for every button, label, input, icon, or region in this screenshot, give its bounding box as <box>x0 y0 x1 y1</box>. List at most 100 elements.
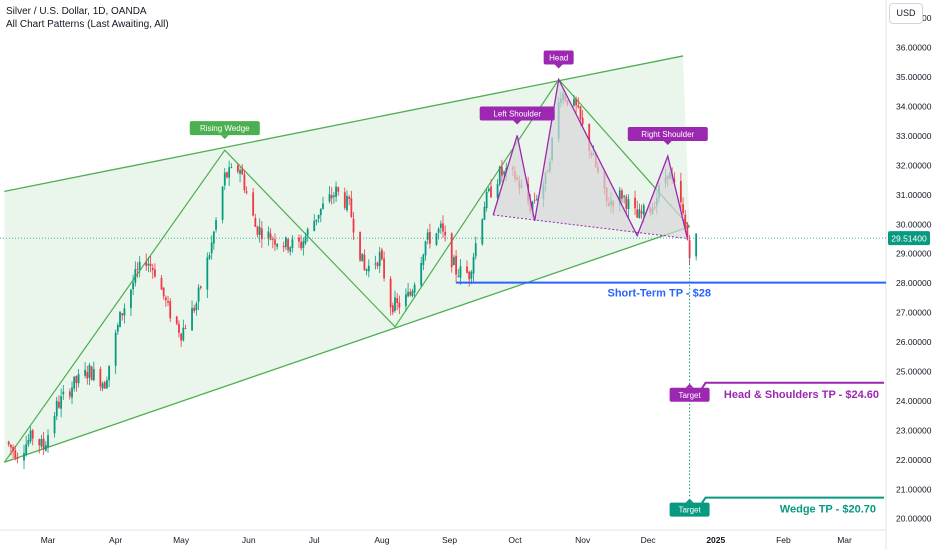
time-tick-label: Oct <box>508 535 522 545</box>
candle-body <box>322 203 324 209</box>
candle-body <box>73 376 76 389</box>
candle-body <box>396 298 399 303</box>
candle-body <box>343 192 346 208</box>
candle-body <box>352 218 355 233</box>
candle-body <box>274 239 276 245</box>
candle-body <box>485 191 488 209</box>
hs-target-tag: Target <box>669 383 710 402</box>
indicator-name: All Chart Patterns (Last Awaiting, All) <box>6 19 169 30</box>
candle-body <box>243 174 246 191</box>
candle-body <box>55 400 58 417</box>
candle-body <box>47 435 49 448</box>
candle-body <box>682 204 684 214</box>
candle-body <box>472 256 475 274</box>
candle-body <box>16 457 19 459</box>
candle-body <box>193 307 196 312</box>
candle-body <box>276 244 279 247</box>
price-tick-label: 34.00000 <box>896 102 932 112</box>
candle-body <box>260 228 263 240</box>
candle-body <box>99 369 102 387</box>
candle-body <box>178 323 180 333</box>
time-tick-label: Jul <box>309 535 320 545</box>
candle-body <box>359 231 361 261</box>
candle-body <box>182 327 185 341</box>
price-tick-label: 35.00000 <box>896 72 932 82</box>
time-tick-label: Jun <box>242 535 256 545</box>
candle-body <box>302 241 305 248</box>
candle-body <box>180 333 183 341</box>
candle-body <box>60 396 63 409</box>
candle-body <box>300 241 303 249</box>
right-shoulder-label: Right Shoulder <box>627 127 708 146</box>
candle-body <box>625 196 628 209</box>
candle-body <box>627 199 630 209</box>
candle-body <box>149 263 152 266</box>
candle-body <box>236 165 239 172</box>
candle-body <box>254 217 257 227</box>
price-tick-label: 26.00000 <box>896 337 932 347</box>
candle-body <box>409 291 412 296</box>
head-and-shoulders-pattern <box>492 77 689 239</box>
hs-tp-line <box>700 381 884 390</box>
candle-body <box>62 391 65 395</box>
price-tick-label: 36.00000 <box>896 43 932 53</box>
candle-body <box>684 214 687 227</box>
chart-title: Silver / U.S. Dollar, 1D, OANDA <box>6 6 147 17</box>
candle-body <box>282 246 285 248</box>
candle-body <box>267 231 270 238</box>
candle-body <box>383 258 385 279</box>
candle-body <box>258 226 261 235</box>
candle-body <box>457 276 460 277</box>
candle-body <box>106 380 108 389</box>
time-axis[interactable]: Mar Apr May Jun Jul Aug Sep Oct Nov Dec 2025 Feb Mar <box>41 535 852 545</box>
candle-body <box>108 365 111 381</box>
candle-body <box>287 239 289 251</box>
price-axis[interactable]: 37.0000036.0000035.0000034.0000033.00000… <box>888 13 932 524</box>
candle-body <box>470 271 473 279</box>
candle-body <box>337 187 340 192</box>
currency-button[interactable]: USD <box>889 3 923 24</box>
candle-body <box>12 447 14 451</box>
candle-body <box>75 376 78 383</box>
candle-body <box>239 170 241 174</box>
candle-body <box>573 98 575 106</box>
candle-body <box>221 186 224 220</box>
candle-body <box>160 277 163 290</box>
candle-body <box>413 284 416 293</box>
candle-body <box>577 105 580 108</box>
candle-body <box>634 197 636 209</box>
candle-body <box>686 225 689 240</box>
candle-body <box>313 220 316 231</box>
time-tick-label: Aug <box>374 535 389 545</box>
candle-body <box>468 271 471 280</box>
candle-body <box>442 223 444 232</box>
candle-body <box>215 220 217 230</box>
candle-body <box>84 369 87 376</box>
time-tick-label: Sep <box>442 535 457 545</box>
price-tick-label: 21.00000 <box>896 484 932 494</box>
hs-tp-label: Head & Shoulders TP - $24.60 <box>724 389 879 401</box>
candle-body <box>245 191 248 193</box>
candle-body <box>241 168 244 175</box>
candle-body <box>114 332 117 366</box>
candle-body <box>134 269 137 283</box>
candle-body <box>151 267 154 271</box>
price-tick-label: 30.00000 <box>896 219 932 229</box>
hs-fill <box>493 79 688 239</box>
wedge-tp-label: Wedge TP - $20.70 <box>780 504 876 516</box>
candle-body <box>466 266 468 273</box>
candle-body <box>503 171 506 175</box>
candle-body <box>103 382 106 389</box>
time-tick-label: Dec <box>641 535 657 545</box>
svg-text:Right Shoulder: Right Shoulder <box>641 130 694 139</box>
candle-body <box>435 233 438 245</box>
wedge-target-tag: Target <box>669 498 710 517</box>
price-tick-label: 32.00000 <box>896 160 932 170</box>
candle-body <box>23 453 25 461</box>
candle-body <box>376 262 379 267</box>
pattern-labels: Rising Wedge Left Shoulder Head Right Shoul… <box>189 50 879 517</box>
wedge-lower-line <box>4 226 690 463</box>
candle-body <box>119 311 121 327</box>
candle-body <box>398 302 401 308</box>
